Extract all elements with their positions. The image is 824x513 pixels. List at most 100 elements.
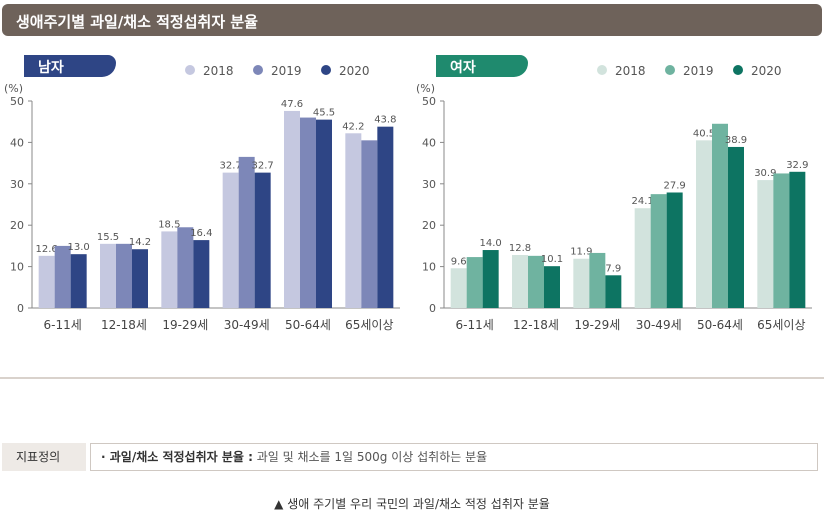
- women-bar-2018-0: [450, 268, 467, 308]
- women-bar-2020-2: [605, 275, 622, 308]
- women-bar-2020-3: [666, 192, 683, 308]
- women-data-label-2020-5: 32.9: [786, 160, 808, 171]
- men-bar-2019-2: [177, 227, 194, 308]
- men-data-label-2020-1: 14.2: [129, 237, 151, 248]
- women-bar-2019-5: [773, 173, 790, 308]
- men-unit-label: (%): [4, 82, 23, 95]
- women-panel-badge: [436, 55, 528, 77]
- men-bar-2019-5: [361, 140, 378, 308]
- women-bar-2019-4: [712, 123, 728, 309]
- page-title: 생애주기별 과일/채소 적정섭취자 분율: [16, 13, 258, 31]
- men-panel-label: 남자: [38, 59, 64, 76]
- men-bar-2019-0: [54, 245, 71, 308]
- men-x-tick-label-2: 19-29세: [162, 318, 208, 332]
- men-data-label-2018-5: 42.2: [342, 121, 364, 132]
- men-data-label-2020-3: 32.7: [252, 161, 274, 172]
- women-bar-2018-3: [634, 208, 651, 308]
- definition-text: 과일 및 채소를 1일 500g 이상 섭취하는 분율: [252, 450, 488, 464]
- men-data-label-2018-2: 18.5: [158, 219, 180, 230]
- women-bar-2019-2: [589, 252, 606, 308]
- women-legend-marker-2020: [733, 65, 743, 75]
- women-x-tick-label-4: 50-64세: [697, 318, 743, 332]
- definition-box: · 과일/채소 적정섭취자 분율 : 과일 및 채소를 1일 500g 이상 섭…: [90, 443, 818, 471]
- women-bar-2018-1: [512, 255, 528, 308]
- men-data-label-2020-5: 43.8: [374, 115, 396, 126]
- men-bar-2019-3: [238, 156, 255, 308]
- women-legend-label-2018: 2018: [615, 64, 646, 78]
- men-bar-2019-1: [116, 243, 132, 308]
- women-unit-label: (%): [416, 82, 435, 95]
- women-data-label-2020-4: 38.9: [725, 135, 747, 146]
- women-panel-label: 여자: [450, 59, 476, 76]
- women-data-label-2018-3: 24.1: [632, 196, 654, 207]
- men-y-tick-label-0: 0: [17, 302, 24, 315]
- women-x-tick-label-1: 12-18세: [513, 318, 559, 332]
- women-y-tick-label-20: 20: [422, 219, 436, 232]
- women-bar-2018-5: [757, 180, 774, 308]
- women-data-label-2018-4: 40.5: [693, 128, 715, 139]
- men-bar-2018-1: [100, 243, 116, 308]
- women-x-tick-label-5: 65세이상: [757, 318, 805, 332]
- women-data-label-2020-1: 10.1: [541, 254, 563, 265]
- men-bar-2018-0: [38, 255, 55, 308]
- women-bar-2020-5: [789, 171, 806, 308]
- men-bar-2020-5: [377, 126, 394, 308]
- men-bar-2020-3: [254, 172, 271, 308]
- men-bar-2020-4: [316, 119, 332, 308]
- men-bar-2018-2: [161, 231, 178, 308]
- men-legend-label-2018: 2018: [203, 64, 234, 78]
- women-y-tick-label-10: 10: [422, 261, 436, 274]
- men-x-tick-label-3: 30-49세: [224, 318, 270, 332]
- section-divider: [0, 377, 824, 379]
- women-y-tick-label-0: 0: [429, 302, 436, 315]
- women-data-label-2018-1: 12.8: [509, 243, 531, 254]
- women-legend-marker-2018: [597, 65, 607, 75]
- men-data-label-2018-1: 15.5: [97, 232, 119, 243]
- men-y-tick-label-50: 50: [10, 95, 24, 108]
- women-data-label-2020-3: 27.9: [664, 180, 686, 191]
- women-x-tick-label-2: 19-29세: [574, 318, 620, 332]
- men-bar-2018-5: [345, 133, 362, 308]
- women-data-label-2020-0: 14.0: [480, 238, 502, 249]
- women-legend-label-2020: 2020: [751, 64, 782, 78]
- women-bar-2019-0: [466, 257, 483, 308]
- women-bar-2018-4: [696, 140, 712, 308]
- women-y-tick-label-40: 40: [422, 136, 436, 149]
- men-bar-2018-4: [284, 110, 300, 308]
- women-data-label-2020-2: 7.9: [605, 263, 621, 274]
- men-legend-marker-2019: [253, 65, 263, 75]
- men-legend-label-2020: 2020: [339, 64, 370, 78]
- title-bar: 생애주기별 과일/채소 적정섭취자 분율: [2, 4, 822, 36]
- definition-label: 지표정의: [2, 443, 86, 471]
- women-bar-2018-2: [573, 258, 590, 308]
- men-legend-label-2019: 2019: [271, 64, 302, 78]
- men-x-tick-label-1: 12-18세: [101, 318, 147, 332]
- men-data-label-2018-0: 12.6: [36, 244, 58, 255]
- women-data-label-2018-0: 9.6: [451, 256, 467, 267]
- women-bar-2020-0: [482, 250, 499, 308]
- women-bar-2019-3: [650, 194, 667, 308]
- women-legend-label-2019: 2019: [683, 64, 714, 78]
- men-data-label-2020-0: 13.0: [68, 242, 90, 253]
- women-x-tick-label-3: 30-49세: [636, 318, 682, 332]
- men-x-tick-label-4: 50-64세: [285, 318, 331, 332]
- women-y-tick-label-30: 30: [422, 178, 436, 191]
- figure-caption: ▲ 생애 주기별 우리 국민의 과일/채소 적정 섭취자 분율: [274, 497, 550, 511]
- men-data-label-2020-2: 16.4: [190, 228, 212, 239]
- women-y-tick-label-50: 50: [422, 95, 436, 108]
- men-panel-badge: [24, 55, 116, 77]
- chart-women: 여자 2018 2019 2020 (%) 0 10 20 30 40 50 9.6 14.0 6-11세…: [416, 55, 812, 332]
- women-bar-2019-1: [528, 255, 544, 308]
- women-bar-2020-4: [728, 146, 744, 308]
- women-data-label-2018-2: 11.9: [570, 247, 592, 258]
- men-y-tick-label-10: 10: [10, 261, 24, 274]
- men-bar-2018-3: [222, 172, 239, 308]
- men-data-label-2020-4: 45.5: [313, 108, 335, 119]
- women-bar-2020-1: [544, 266, 560, 308]
- men-y-tick-label-30: 30: [10, 178, 24, 191]
- men-y-tick-label-40: 40: [10, 136, 24, 149]
- men-x-tick-label-0: 6-11세: [44, 318, 82, 332]
- men-legend-marker-2018: [185, 65, 195, 75]
- women-legend-marker-2019: [665, 65, 675, 75]
- definition-term: · 과일/채소 적정섭취자 분율 :: [101, 450, 253, 464]
